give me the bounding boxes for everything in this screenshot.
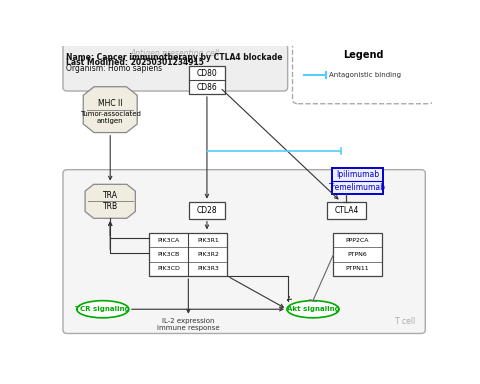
Polygon shape (83, 87, 137, 132)
Text: PIK3CD: PIK3CD (157, 266, 180, 271)
FancyBboxPatch shape (63, 170, 425, 333)
Text: Antagonistic binding: Antagonistic binding (329, 72, 401, 78)
FancyBboxPatch shape (292, 43, 434, 104)
Bar (333, 167, 383, 194)
Text: CD28: CD28 (197, 206, 217, 215)
Text: PIK3CB: PIK3CB (158, 252, 180, 257)
Polygon shape (85, 184, 135, 218)
FancyBboxPatch shape (63, 44, 288, 91)
Text: Organism: Homo sapiens: Organism: Homo sapiens (66, 65, 162, 73)
Text: PTPN11: PTPN11 (346, 266, 370, 271)
Bar (189, 202, 225, 219)
Text: Antigen presenting cell: Antigen presenting cell (131, 49, 220, 58)
Text: MHC II: MHC II (98, 99, 122, 108)
Text: TCR signaling: TCR signaling (75, 306, 130, 312)
Text: PIK3R3: PIK3R3 (197, 266, 219, 271)
Text: Akt signaling: Akt signaling (287, 306, 339, 312)
Text: PPP2CA: PPP2CA (346, 238, 369, 243)
Text: Name: Cancer immunotherapy by CTLA4 blockade: Name: Cancer immunotherapy by CTLA4 bloc… (66, 53, 282, 61)
Text: PTPN6: PTPN6 (348, 252, 368, 257)
Text: Tremelimumab: Tremelimumab (329, 183, 386, 192)
Bar (149, 233, 228, 276)
Bar (334, 233, 382, 276)
Text: TRB: TRB (103, 202, 118, 211)
Text: CD86: CD86 (197, 83, 217, 92)
Text: PIK3R1: PIK3R1 (197, 238, 219, 243)
Text: Legend: Legend (343, 50, 384, 60)
Ellipse shape (287, 301, 339, 318)
Text: IL-2 expression
immune response: IL-2 expression immune response (157, 318, 220, 331)
Text: PIK3R2: PIK3R2 (197, 252, 219, 257)
Bar (327, 202, 366, 219)
Text: T cell: T cell (395, 318, 415, 326)
Text: Ipilimumab: Ipilimumab (336, 170, 379, 179)
Text: TRA: TRA (103, 192, 118, 200)
Text: CD80: CD80 (197, 69, 217, 78)
Text: CTLA4: CTLA4 (334, 206, 359, 215)
Ellipse shape (77, 301, 129, 318)
Text: PIK3CA: PIK3CA (158, 238, 180, 243)
Text: Last Modified: 20250301234915: Last Modified: 20250301234915 (66, 58, 204, 68)
Text: Tumor-associated
antigen: Tumor-associated antigen (80, 111, 141, 124)
Bar (189, 66, 225, 94)
